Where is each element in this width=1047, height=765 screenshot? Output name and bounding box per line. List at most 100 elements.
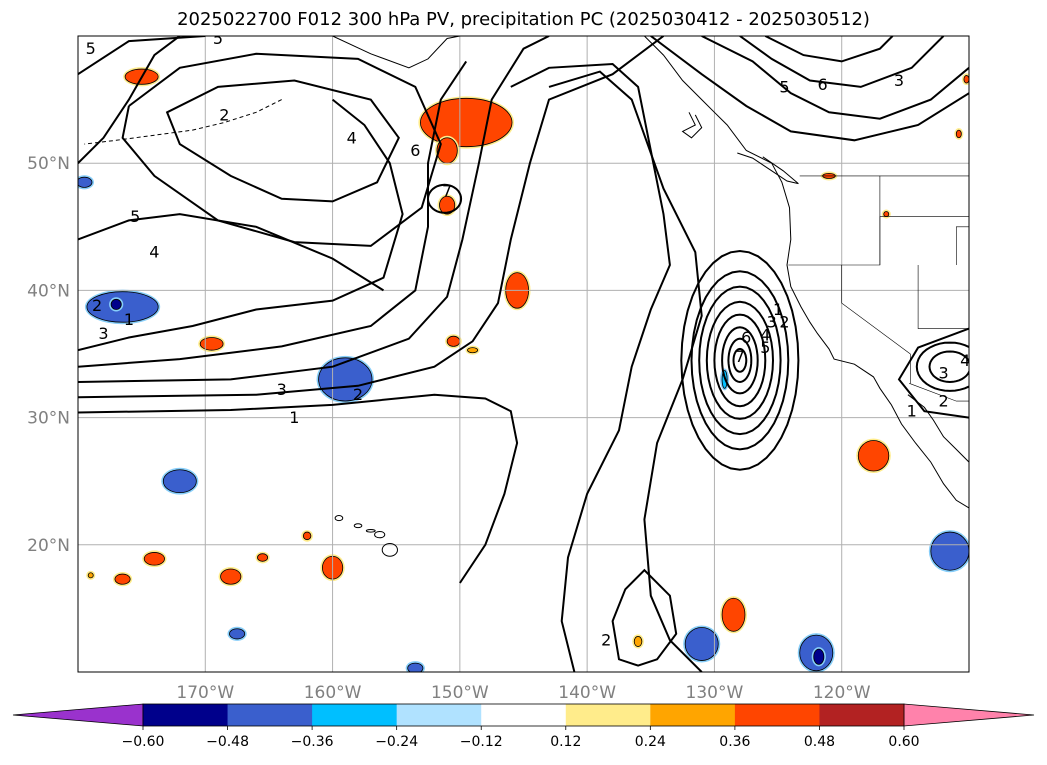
pv-contour-label: 5 — [130, 207, 140, 226]
y-tick-label: 20°N — [27, 536, 70, 556]
pv-contour-line — [928, 350, 969, 384]
pv-contour-line — [732, 347, 748, 373]
precip-region — [161, 467, 199, 495]
coastline-hawaii — [353, 523, 363, 529]
precip-region — [142, 550, 167, 568]
x-tick-label: 170°W — [176, 683, 234, 703]
pv-contour-line — [78, 213, 385, 292]
x-tick-label: 130°W — [686, 683, 744, 703]
precip-region — [445, 334, 462, 349]
coastline-aleutians — [84, 99, 282, 145]
pv-contour-label: 2 — [92, 296, 102, 315]
pv-contour-line — [78, 36, 206, 76]
pv-contour-label: 1 — [907, 402, 917, 421]
precip-region — [856, 438, 891, 474]
precip-region — [86, 570, 96, 580]
pv-contour-line — [915, 341, 969, 392]
colorbar-tick-label: −0.60 — [122, 734, 165, 750]
x-tick-label: 120°W — [813, 683, 871, 703]
precip-region — [720, 596, 747, 634]
pv-contour-label: 4 — [960, 351, 970, 370]
pv-contour-line — [78, 60, 468, 368]
pv-contour-label: 3 — [767, 313, 777, 332]
pv-contour-label: 6 — [410, 141, 420, 160]
pv-contour-label: 4 — [149, 243, 159, 262]
pv-contour-label: 4 — [760, 325, 770, 344]
pv-contour-label: 5 — [86, 39, 96, 58]
precip-region — [218, 566, 243, 587]
colorbar-tick-label: 0.48 — [804, 734, 835, 750]
pv-contour-line — [721, 326, 759, 395]
precipitation-pc-layer — [78, 67, 969, 672]
coastline-alaska — [332, 36, 460, 69]
pv-contour-line — [698, 285, 782, 436]
pv-contour-line — [78, 393, 519, 584]
pv-contour-line — [510, 62, 671, 672]
precip-region — [437, 194, 457, 217]
coastline-vancouver-island — [737, 152, 799, 185]
pv-contour-line — [680, 249, 800, 471]
precip-region — [112, 572, 133, 587]
precip-region — [255, 551, 270, 564]
pv-contour-label: 2 — [938, 392, 948, 411]
colorbar-tick-label: 0.36 — [719, 734, 750, 750]
x-axis-ticks: 170°W 160°W 150°W 140°W 130°W 120°W — [176, 683, 870, 703]
pv-contour-label: 5 — [760, 338, 770, 357]
pv-contour-label: 5 — [779, 77, 789, 96]
x-tick-label: 140°W — [558, 683, 616, 703]
pv-contour-line — [78, 36, 181, 164]
y-tick-label: 50°N — [27, 154, 70, 174]
pv-contour-label: 2 — [601, 631, 611, 650]
political-border — [841, 265, 911, 355]
political-border — [909, 383, 969, 402]
pv-contour-line — [78, 36, 550, 383]
pv-contour-label: 3 — [894, 71, 904, 90]
coastlines — [84, 36, 969, 557]
colorbar-tick-label: −0.36 — [291, 734, 334, 750]
pv-contour-label: 5 — [213, 29, 223, 48]
colorbar-segment — [481, 704, 567, 726]
y-tick-label: 40°N — [27, 281, 70, 301]
pv-contour-label: 2 — [779, 313, 789, 332]
pv-contour-line — [764, 36, 894, 63]
pv-contour-label: 6 — [818, 75, 828, 94]
pv-contour-line — [426, 183, 463, 214]
precip-region — [811, 647, 826, 667]
precip-region — [405, 661, 425, 672]
colorbar-segment — [396, 704, 482, 726]
pv-contour-line — [690, 270, 790, 451]
precip-region — [109, 297, 124, 312]
chart-title: 2025022700 F012 300 hPa PV, precipitatio… — [177, 9, 870, 30]
coastline-hawaii — [381, 543, 398, 557]
pv-contour-label: 3 — [938, 364, 948, 383]
colorbar-segment — [143, 704, 229, 726]
pv-contour-line — [165, 79, 400, 203]
colorbar-frame — [142, 703, 905, 727]
x-tick-label: 150°W — [431, 683, 489, 703]
gridlines — [78, 36, 969, 672]
map-frame — [77, 35, 970, 673]
pv-contour-label: 3 — [277, 380, 287, 399]
precip-region — [301, 530, 313, 542]
coastline-north-america — [644, 36, 969, 509]
colorbar-extend-low — [12, 703, 144, 727]
pv-contour-line — [739, 36, 945, 88]
precip-region — [954, 128, 964, 140]
pv-contour-label: 1 — [773, 300, 783, 319]
colorbar-segment — [312, 704, 398, 726]
coastline-gulf-california — [907, 394, 969, 463]
colorbar-tick-label: −0.48 — [206, 734, 249, 750]
colorbar-tick-label: 0.60 — [888, 734, 919, 750]
precip-region — [632, 634, 644, 649]
pv-contour-label: 2 — [353, 385, 363, 404]
precip-region — [928, 530, 969, 573]
y-axis-ticks: 50°N 40°N 30°N 20°N — [27, 154, 70, 556]
pv-contours — [78, 36, 969, 672]
precip-region — [881, 209, 891, 219]
precip-region — [961, 73, 969, 86]
political-border — [955, 226, 969, 265]
pv-contour-label: 4 — [347, 128, 357, 147]
pv-contour-line — [78, 98, 404, 352]
